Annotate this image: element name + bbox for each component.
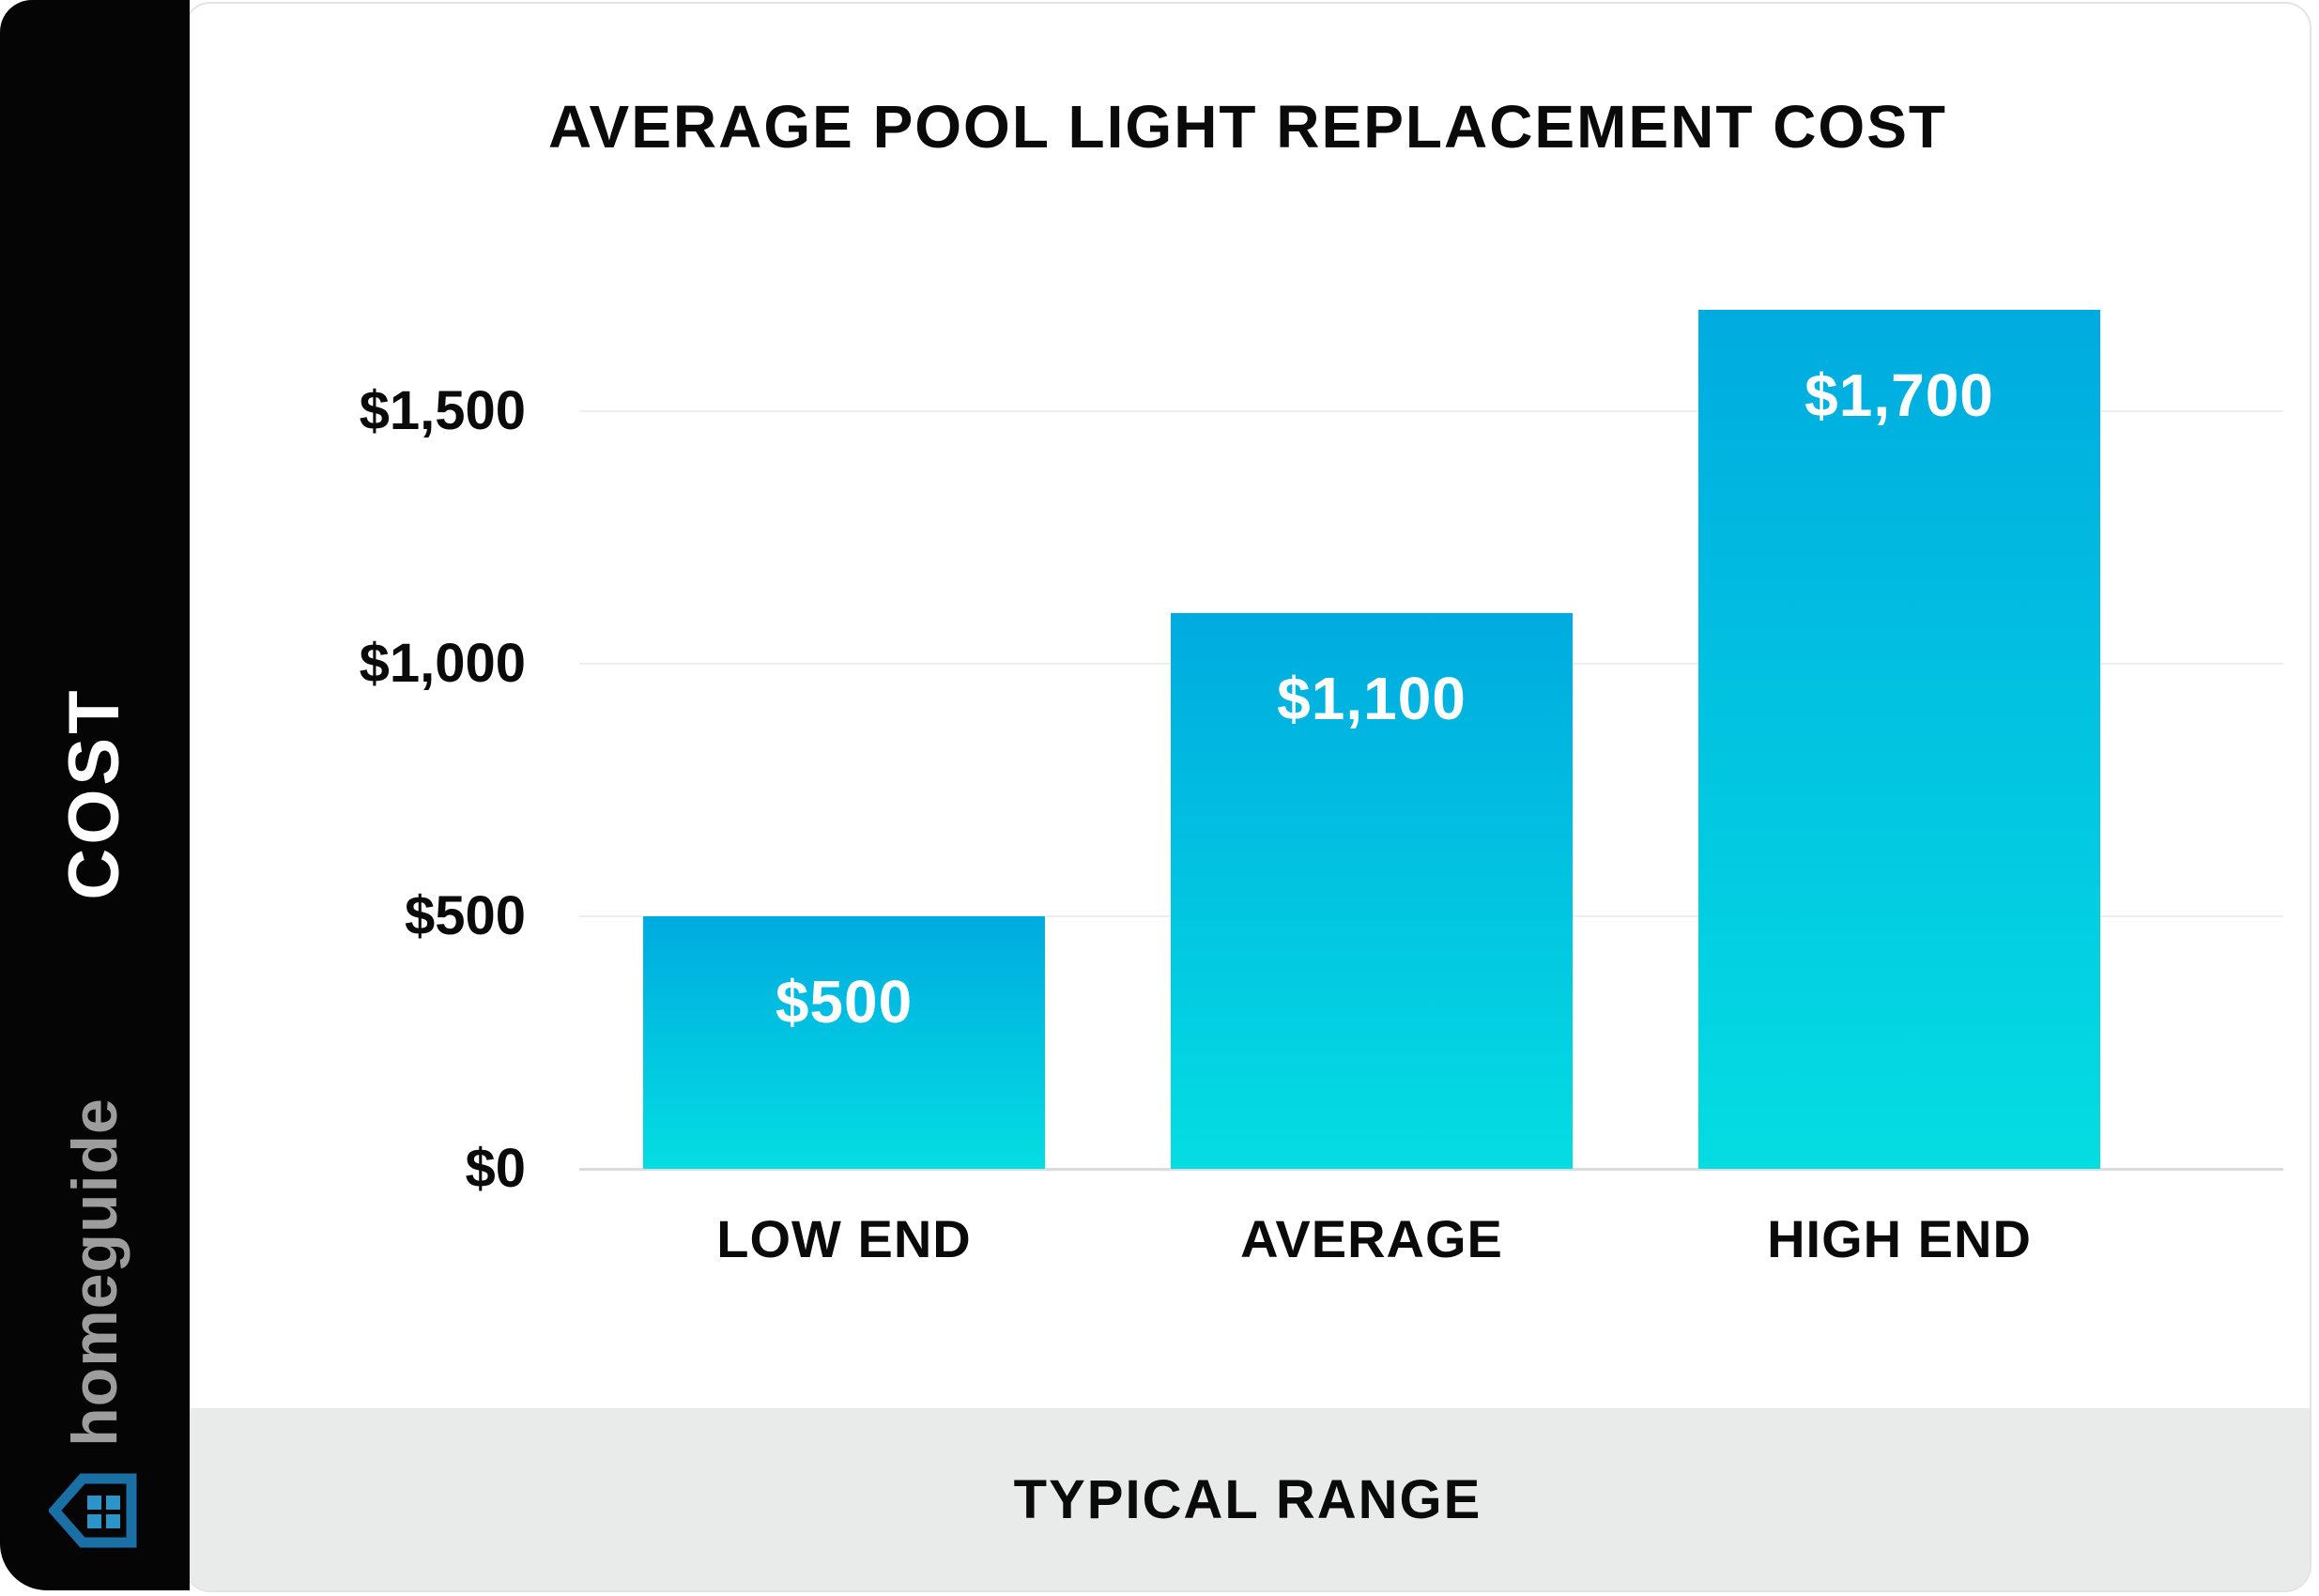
x-axis-title: TYPICAL RANGE — [1013, 1468, 1482, 1530]
bar-value-label: $500 — [775, 968, 914, 1036]
bar-high-end: $1,700 — [1698, 310, 2100, 1169]
x-axis-tick-label: LOW END — [716, 1209, 972, 1268]
y-axis-tick-label: $500 — [404, 885, 526, 946]
x-axis-band: TYPICAL RANGE — [186, 1408, 2310, 1590]
x-axis-tick-label: AVERAGE — [1240, 1209, 1503, 1268]
left-sidebar: COST homeguide — [0, 0, 190, 1590]
y-axis-title: COST — [54, 686, 134, 900]
chart-card: AVERAGE POOL LIGHT REPLACEMENT COST $0 $5… — [184, 2, 2311, 1592]
y-axis-tick-label: $1,500 — [359, 380, 526, 441]
y-axis-tick-label: $0 — [465, 1138, 526, 1199]
bar-value-label: $1,700 — [1805, 361, 1994, 429]
bar-average: $1,100 — [1171, 613, 1573, 1169]
gridline — [579, 410, 2283, 412]
brand-wordmark: homeguide — [59, 1097, 131, 1447]
page-title: AVERAGE POOL LIGHT REPLACEMENT COST — [548, 93, 1947, 161]
chart-area: $0 $500 $1,000 $1,500 $500 LOW END $1,100 AVERA… — [186, 4, 2310, 1590]
x-axis-tick-label: HIGH END — [1767, 1209, 2032, 1268]
bar-value-label: $1,100 — [1277, 665, 1467, 732]
y-axis-tick-label: $1,000 — [359, 633, 526, 694]
house-icon — [49, 1473, 137, 1548]
gridline — [579, 1168, 2283, 1171]
bar-low-end: $500 — [643, 916, 1045, 1169]
